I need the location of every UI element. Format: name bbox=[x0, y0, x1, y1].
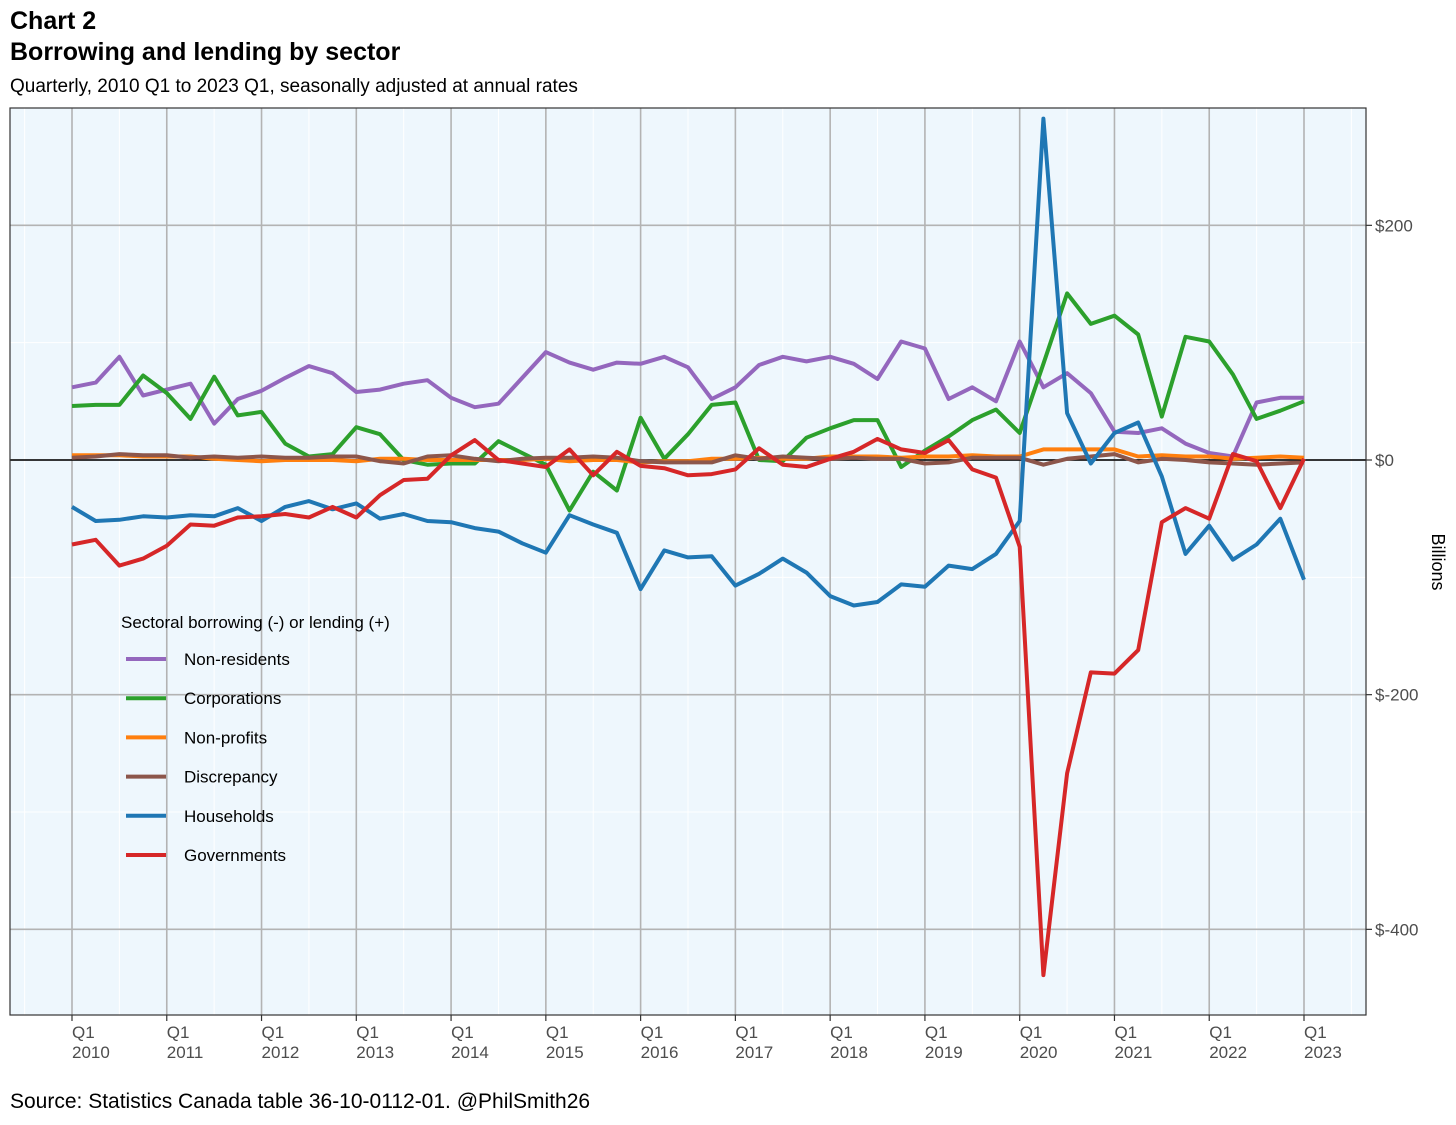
x-tick-label-quarter: Q1 bbox=[925, 1023, 948, 1042]
x-tick-label-year: 2016 bbox=[641, 1043, 679, 1062]
x-tick-label-quarter: Q1 bbox=[451, 1023, 474, 1042]
x-axis: Q12010Q12011Q12012Q12013Q12014Q12015Q120… bbox=[71, 1015, 1342, 1062]
x-tick-label-quarter: Q1 bbox=[1114, 1023, 1137, 1042]
x-tick-label-quarter: Q1 bbox=[830, 1023, 853, 1042]
x-tick-label-year: 2020 bbox=[1020, 1043, 1058, 1062]
x-tick-label-year: 2021 bbox=[1114, 1043, 1152, 1062]
legend-item-label: Non-profits bbox=[184, 728, 267, 747]
y-tick-label: $-200 bbox=[1375, 686, 1418, 705]
source-note: Source: Statistics Canada table 36-10-01… bbox=[10, 1090, 591, 1113]
y-axis-title: Billions bbox=[1428, 533, 1448, 590]
y-axis: $200 $0 $-200 $-400 bbox=[1366, 216, 1418, 939]
series-line-households bbox=[70, 116, 1306, 608]
series-lines bbox=[70, 116, 1306, 978]
legend-item-label: Households bbox=[184, 807, 274, 826]
x-tick-label-year: 2018 bbox=[830, 1043, 868, 1062]
x-tick-label-year: 2015 bbox=[546, 1043, 584, 1062]
series-line-non-residents bbox=[71, 339, 1304, 459]
x-tick-label-year: 2013 bbox=[356, 1043, 394, 1062]
x-tick-label-quarter: Q1 bbox=[356, 1023, 379, 1042]
x-tick-label-quarter: Q1 bbox=[1304, 1023, 1327, 1042]
legend-item-label: Discrepancy bbox=[184, 768, 278, 787]
x-tick-label-quarter: Q1 bbox=[735, 1023, 758, 1042]
legend-item-label: Corporations bbox=[184, 689, 281, 708]
legend-title: Sectoral borrowing (-) or lending (+) bbox=[121, 613, 390, 632]
x-tick-label-year: 2012 bbox=[262, 1043, 300, 1062]
legend: Sectoral borrowing (-) or lending (+) No… bbox=[121, 613, 390, 865]
x-tick-label-quarter: Q1 bbox=[1209, 1023, 1232, 1042]
x-tick-label-year: 2014 bbox=[451, 1043, 489, 1062]
x-tick-label-quarter: Q1 bbox=[546, 1023, 569, 1042]
x-tick-label-year: 2011 bbox=[167, 1043, 204, 1062]
x-tick-label-quarter: Q1 bbox=[72, 1023, 95, 1042]
x-tick-label-quarter: Q1 bbox=[167, 1023, 190, 1042]
x-tick-label-year: 2023 bbox=[1304, 1043, 1342, 1062]
series-line-corporations bbox=[71, 291, 1305, 513]
y-tick-label: $-400 bbox=[1375, 920, 1418, 939]
x-tick-label-quarter: Q1 bbox=[641, 1023, 664, 1042]
x-tick-label-year: 2019 bbox=[925, 1043, 963, 1062]
series-line-governments bbox=[71, 436, 1306, 978]
chart-subtitle: Quarterly, 2010 Q1 to 2023 Q1, seasonall… bbox=[10, 76, 578, 97]
y-tick-label: $200 bbox=[1375, 216, 1413, 235]
chart-label: Chart 2 bbox=[10, 7, 97, 35]
x-tick-label-year: 2010 bbox=[72, 1043, 110, 1062]
x-tick-label-quarter: Q1 bbox=[262, 1023, 285, 1042]
legend-item-label: Governments bbox=[184, 846, 286, 865]
chart-title: Borrowing and lending by sector bbox=[10, 38, 401, 66]
legend-item-label: Non-residents bbox=[184, 650, 290, 669]
y-tick-label: $0 bbox=[1375, 451, 1394, 470]
x-tick-label-year: 2017 bbox=[735, 1043, 773, 1062]
x-tick-label-quarter: Q1 bbox=[1020, 1023, 1043, 1042]
x-tick-label-year: 2022 bbox=[1209, 1043, 1247, 1062]
gridlines bbox=[10, 108, 1366, 1015]
plot-border bbox=[9, 107, 1367, 1016]
